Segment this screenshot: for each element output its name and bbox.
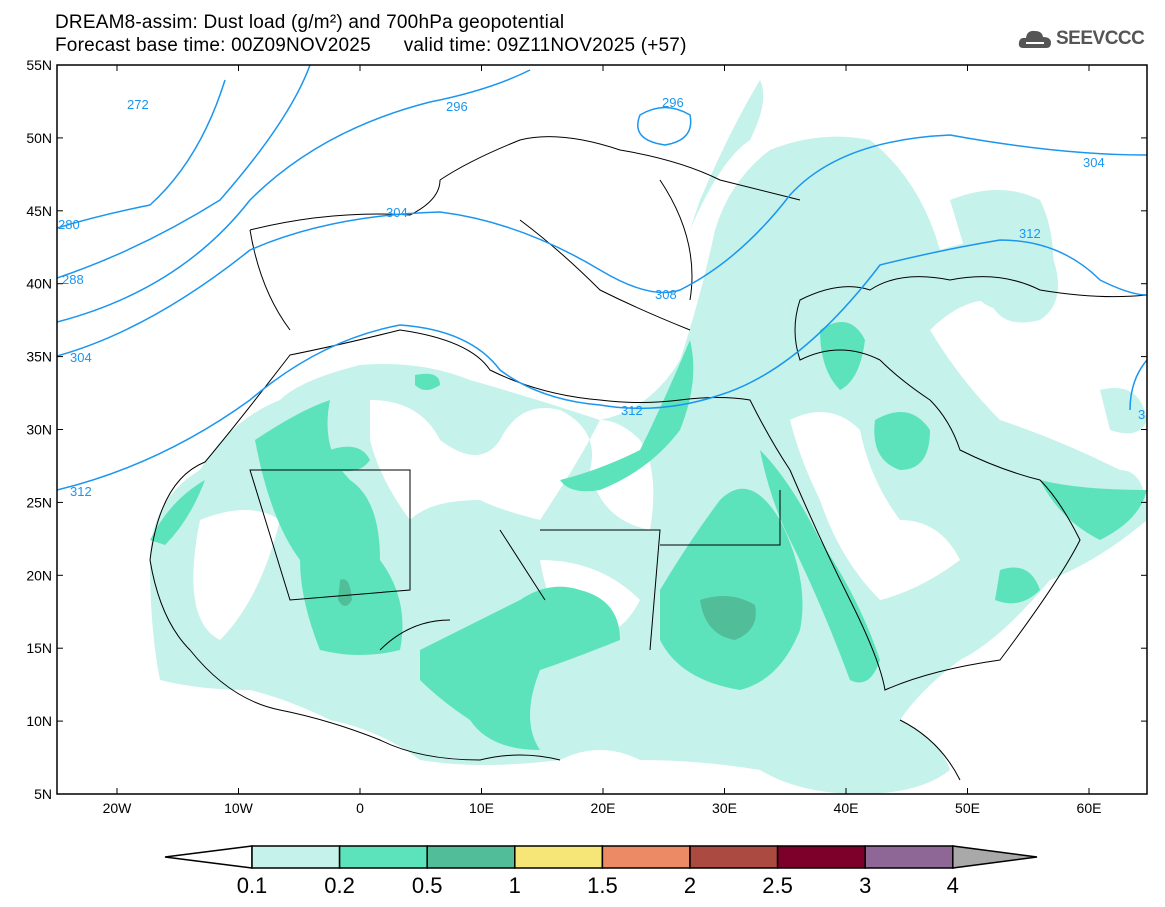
colorbar-tick-label: 2.5: [762, 873, 793, 898]
seevccc-logo: SEEVCCC: [1018, 28, 1145, 50]
colorbar-swatch: [426, 845, 516, 869]
colorbar-tick-label: 1.5: [587, 873, 618, 898]
svg-text:3: 3: [1138, 407, 1145, 422]
svg-text:272: 272: [127, 97, 149, 112]
lon-axis: 20W 10W 0 10E 20E 30E 40E 50E 60E: [103, 65, 1102, 816]
forecast-times: Forecast base time: 00Z09NOV2025 valid t…: [55, 35, 687, 57]
lon-tick-label: 10W: [224, 800, 254, 816]
svg-text:296: 296: [446, 99, 468, 114]
lat-axis: 55N 50N 45N 40N 35N 30N 25N 20N 15N 10N 5N: [26, 57, 1147, 802]
lat-tick-label: 45N: [26, 203, 52, 219]
lat-tick-label: 25N: [26, 494, 52, 510]
colorbar-under-arrow: [164, 845, 253, 869]
colorbar-swatch: [514, 845, 604, 869]
colorbar-swatch: [601, 845, 691, 869]
colorbar-swatch: [251, 845, 341, 869]
colorbar-tick-label: 0.2: [324, 873, 355, 898]
lon-tick-label: 30E: [712, 800, 737, 816]
lat-tick-label: 20N: [26, 567, 52, 583]
geopotential-contours: [57, 65, 1147, 491]
lon-tick-label: 0: [356, 800, 364, 816]
colorbar-tick-label: 3: [859, 873, 871, 898]
svg-text:304: 304: [70, 350, 92, 365]
map-area: 272 280 288 296 296 304 304 304 308 312 …: [57, 65, 1147, 794]
colorbar-over-arrow: [952, 845, 1038, 869]
lat-tick-label: 10N: [26, 713, 52, 729]
lat-tick-label: 30N: [26, 422, 52, 438]
dust-layer-0.2: [150, 322, 1147, 750]
colorbar-swatch: [864, 845, 954, 869]
dust-layer-0.5: [338, 579, 756, 640]
figure-title: DREAM8-assim: Dust load (g/m²) and 700hP…: [55, 12, 565, 33]
lon-tick-label: 20E: [591, 800, 616, 816]
logo-text: SEEVCCC: [1056, 28, 1145, 49]
cloud-icon: [1018, 30, 1051, 48]
colorbar-tick-label: 2: [684, 873, 696, 898]
colorbar-tick-label: 0.5: [412, 873, 443, 898]
lat-tick-label: 5N: [34, 786, 52, 802]
lat-tick-label: 50N: [26, 130, 52, 146]
svg-text:304: 304: [386, 205, 408, 220]
lon-tick-label: 40E: [834, 800, 859, 816]
svg-text:296: 296: [662, 95, 684, 110]
lat-tick-label: 15N: [26, 640, 52, 656]
colorbar-tick-label: 1: [509, 873, 521, 898]
colorbar-swatch: [338, 845, 428, 869]
svg-text:312: 312: [621, 403, 643, 418]
svg-text:304: 304: [1083, 155, 1105, 170]
contour-labels: 272 280 288 296 296 304 304 304 308 312 …: [58, 95, 1145, 499]
svg-text:308: 308: [655, 287, 677, 302]
colorbar-tick-label: 4: [947, 873, 959, 898]
lon-tick-label: 60E: [1077, 800, 1102, 816]
svg-text:288: 288: [62, 272, 84, 287]
lat-tick-label: 40N: [26, 276, 52, 292]
colorbar-tick-label: 0.1: [237, 873, 268, 898]
colorbar-swatch: [689, 845, 779, 869]
lon-tick-label: 50E: [955, 800, 980, 816]
valid-time: valid time: 09Z11NOV2025 (+57): [403, 35, 687, 56]
lon-tick-label: 20W: [103, 800, 133, 816]
svg-text:312: 312: [1019, 226, 1041, 241]
lon-tick-label: 10E: [469, 800, 494, 816]
coastlines-borders: [149, 136, 1147, 781]
lat-tick-label: 35N: [26, 349, 52, 365]
forecast-base-time: Forecast base time: 00Z09NOV2025: [55, 35, 371, 56]
colorbar-swatch: [776, 845, 866, 869]
svg-text:312: 312: [70, 484, 92, 499]
lat-tick-label: 55N: [26, 57, 52, 73]
svg-text:280: 280: [58, 217, 80, 232]
colorbar: 0.1 0.2 0.5 1 1.5 2 2.5 3 4: [164, 845, 1038, 898]
